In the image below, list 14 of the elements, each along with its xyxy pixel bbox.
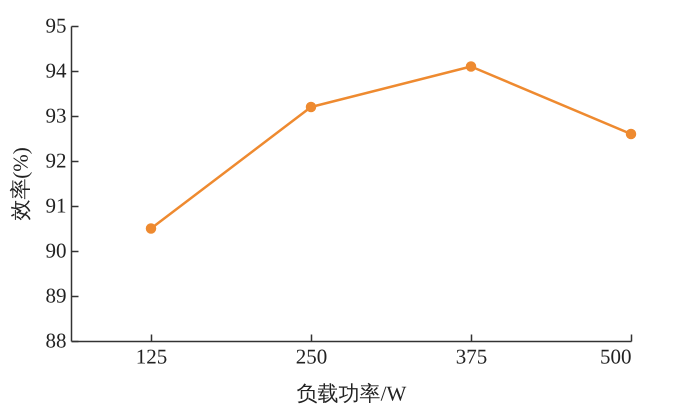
x-tick-label: 250 (296, 344, 328, 368)
y-tick-label: 91 (46, 194, 66, 218)
y-tick-label: 90 (46, 238, 66, 262)
y-tick-label: 89 (46, 284, 66, 308)
y-axis-title: 效率(%) (8, 147, 32, 221)
x-axis-title: 负载功率/W (296, 382, 407, 406)
x-tick-label: 375 (456, 344, 488, 368)
y-tick-label: 95 (46, 14, 66, 38)
x-tick-label: 125 (136, 344, 168, 368)
y-tick-label: 88 (46, 328, 66, 352)
y-tick-label: 94 (46, 58, 67, 82)
y-tick-label: 92 (46, 148, 66, 172)
y-tick-label: 93 (46, 104, 66, 128)
x-tick-label: 500 (600, 344, 632, 368)
